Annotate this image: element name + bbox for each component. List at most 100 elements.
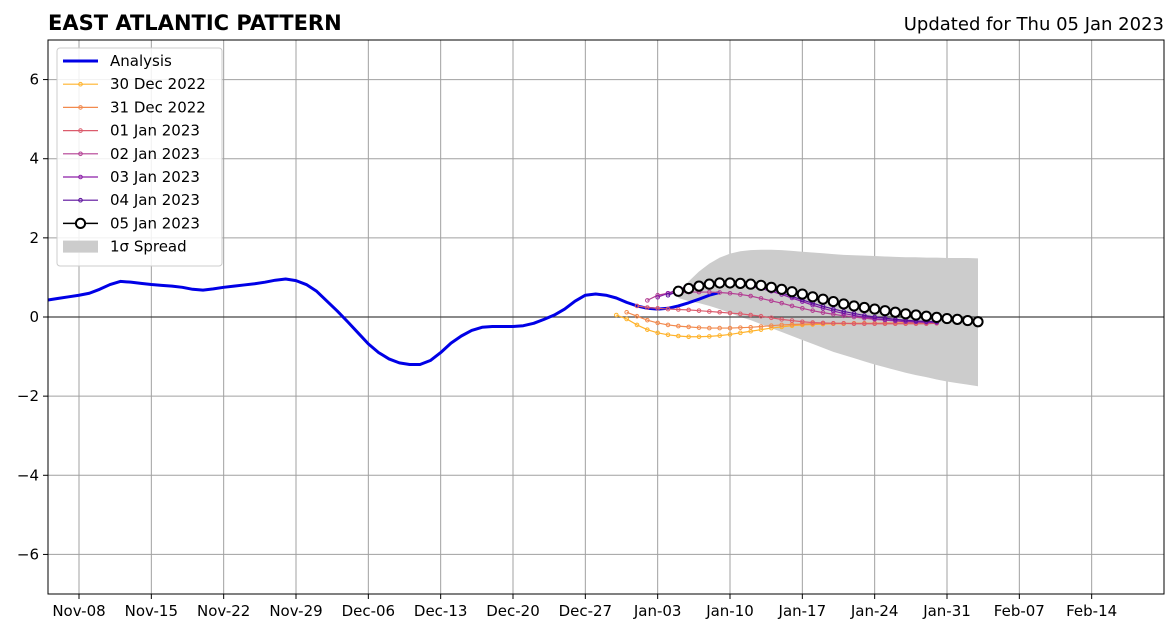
- series-point: [769, 323, 774, 329]
- x-tick-label: Nov-29: [269, 602, 322, 620]
- series-point: [717, 333, 722, 338]
- series-point: [862, 321, 867, 327]
- legend-label: 01 Jan 2023: [110, 122, 200, 140]
- series-point: [758, 324, 764, 329]
- series-point: [665, 292, 671, 298]
- x-tick-label: Feb-07: [994, 602, 1045, 620]
- series-point: [800, 319, 805, 325]
- series-point: [738, 292, 743, 297]
- series-point: [951, 313, 963, 325]
- series-point: [869, 303, 881, 315]
- series-point: [634, 303, 640, 309]
- series-point: [879, 305, 891, 317]
- series-point: [817, 293, 829, 305]
- series-point: [707, 309, 712, 314]
- series-point: [655, 330, 660, 336]
- series-point: [614, 312, 619, 318]
- series-point: [941, 312, 953, 325]
- series-point: [920, 310, 932, 322]
- series-line: [47, 277, 721, 366]
- series-point: [634, 322, 640, 328]
- series-point: [665, 322, 671, 328]
- axis-ticks: Nov-08 Nov-15 Nov-22 Nov-29 Dec-06 Dec-13 Dec-…: [17, 71, 1117, 620]
- series-point: [748, 324, 753, 330]
- series-point: [645, 305, 650, 310]
- series-point: [831, 306, 836, 312]
- series-point: [745, 278, 757, 290]
- series-analysis: [47, 277, 721, 366]
- series-point: [820, 310, 826, 315]
- series-point: [686, 334, 691, 340]
- series-point: [727, 332, 733, 337]
- y-tick-label: 0: [29, 308, 39, 326]
- series-point: [900, 308, 912, 320]
- series-point: [810, 320, 815, 325]
- series-point: [748, 293, 753, 299]
- legend-marker: [78, 128, 83, 133]
- series-point: [738, 330, 743, 336]
- series-point: [676, 307, 681, 312]
- legend-label: 03 Jan 2023: [110, 168, 200, 186]
- legend-label: 05 Jan 2023: [110, 214, 200, 232]
- legend-item-analysis: Analysis: [63, 52, 172, 70]
- series-point: [734, 277, 746, 289]
- series-point: [727, 310, 733, 316]
- series-point: [786, 286, 798, 298]
- series-point: [634, 313, 640, 319]
- series-point: [672, 285, 684, 297]
- x-tick-label: Nov-08: [52, 602, 105, 620]
- legend-marker: [78, 81, 83, 87]
- series-point: [703, 278, 715, 290]
- series-point: [800, 305, 805, 311]
- series-point: [676, 333, 681, 339]
- series-point: [645, 298, 650, 303]
- series-point: [686, 324, 691, 330]
- series-point: [696, 308, 702, 313]
- y-tick-label: −4: [17, 466, 39, 484]
- series-point: [696, 325, 702, 330]
- series-point: [758, 313, 764, 319]
- series-point: [717, 290, 722, 295]
- legend-item-02-jan-2023: 02 Jan 2023: [63, 145, 200, 163]
- series-point: [972, 316, 984, 328]
- series-point: [755, 279, 767, 291]
- legend-item-01-jan-2023: 01 Jan 2023: [63, 122, 200, 140]
- series-point: [851, 311, 857, 316]
- series-point: [776, 283, 788, 295]
- legend-item-04-jan-2023: 04 Jan 2023: [63, 191, 200, 209]
- series-point: [862, 313, 867, 318]
- x-tick-label: Nov-22: [197, 602, 250, 620]
- legend-label: Analysis: [110, 52, 172, 70]
- legend-label: 02 Jan 2023: [110, 145, 200, 163]
- legend-label: 31 Dec 2022: [110, 98, 206, 116]
- series-point: [707, 325, 712, 331]
- legend-box: [56, 47, 223, 267]
- series-point: [831, 321, 836, 326]
- series-point: [738, 311, 743, 317]
- series-point: [665, 306, 671, 312]
- x-tick-label: Jan-31: [922, 602, 971, 620]
- series-point: [779, 322, 784, 328]
- series-point: [624, 309, 629, 315]
- legend-item-05-jan-2023: 05 Jan 2023: [63, 214, 200, 232]
- series-point: [872, 321, 877, 327]
- series-point: [841, 309, 846, 314]
- series-point: [717, 309, 722, 315]
- series-point: [717, 325, 722, 331]
- y-tick-label: −6: [17, 545, 39, 563]
- series-point: [810, 308, 815, 313]
- y-tick-label: 4: [29, 150, 39, 168]
- series-point: [707, 289, 712, 295]
- series-point: [727, 325, 733, 331]
- legend-item-31-dec-2022: 31 Dec 2022: [63, 98, 206, 116]
- chart-subtitle: Updated for Thu 05 Jan 2023: [904, 14, 1164, 35]
- series-point: [645, 317, 650, 323]
- series-point: [707, 334, 712, 339]
- series-point: [748, 312, 753, 318]
- legend-marker: [78, 174, 83, 180]
- series-point: [962, 314, 974, 327]
- series-point: [807, 291, 819, 303]
- series-point: [758, 296, 764, 301]
- series-point: [838, 298, 850, 310]
- series-point: [769, 298, 774, 304]
